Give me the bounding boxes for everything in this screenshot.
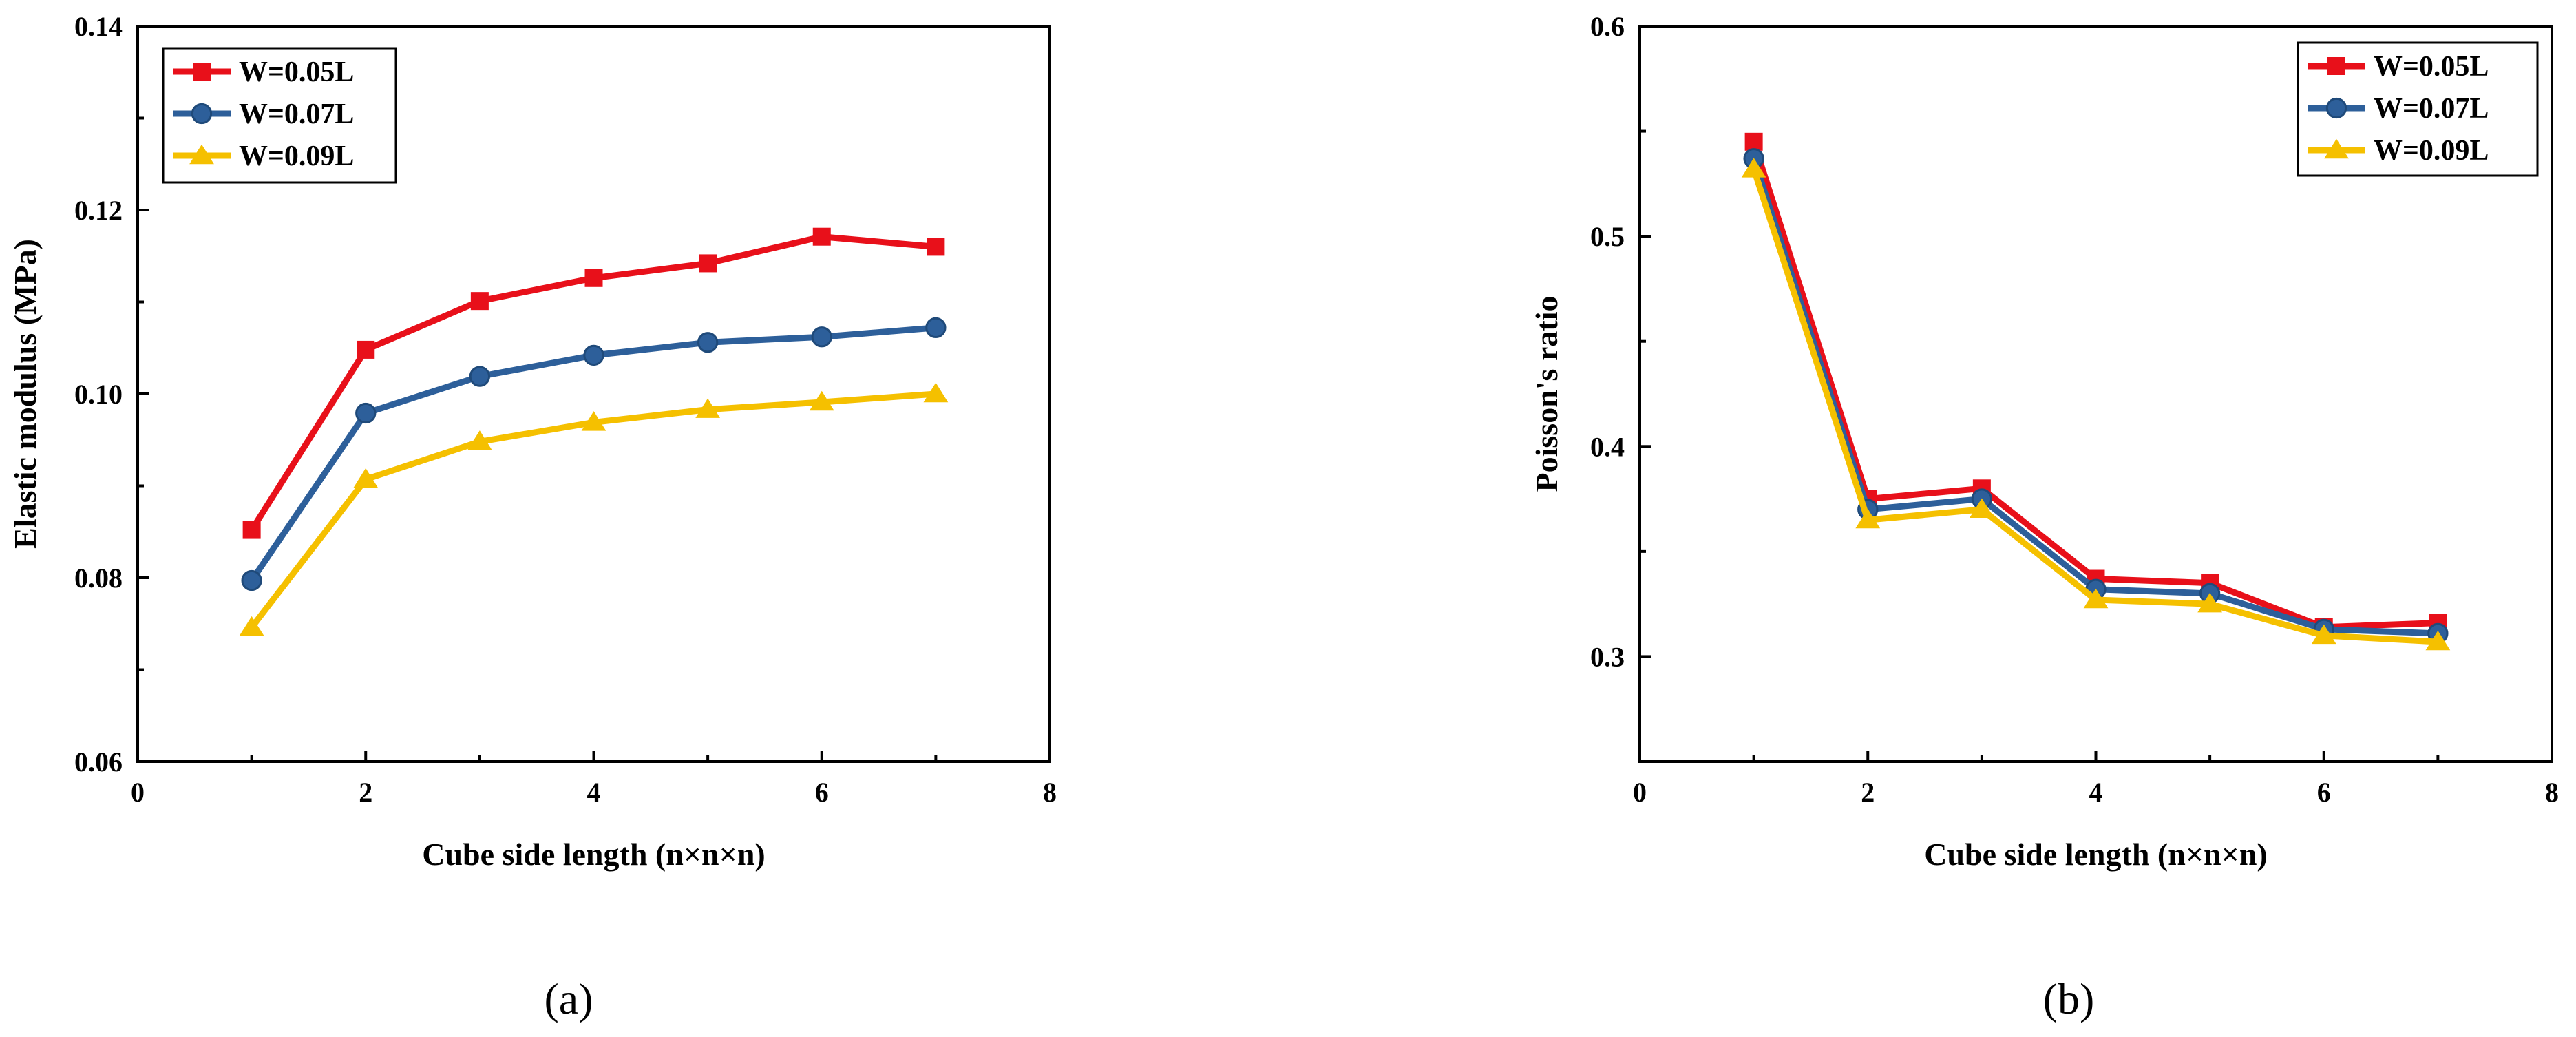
series-W=0.09L — [239, 382, 949, 636]
legend-label: W=0.07L — [2374, 93, 2489, 125]
legend-marker — [2327, 57, 2345, 75]
chart-panel-b: 0 2 4 6 8 0.3 0.4 0.5 0.6 Cube side length (n×n×n… — [1529, 11, 2559, 1023]
y-tick-label: 0.4 — [1590, 431, 1625, 462]
data-point — [695, 398, 720, 418]
data-point — [2197, 592, 2222, 613]
series-W=0.05L — [242, 227, 945, 539]
legend-marker — [2324, 138, 2349, 159]
y-tick-label: 0.08 — [74, 563, 123, 594]
x-axis-title: Cube side length (n×n×n) — [1924, 837, 2267, 872]
data-point — [584, 269, 603, 287]
x-axis-title: Cube side length (n×n×n) — [422, 837, 765, 872]
x-tick-label: 6 — [815, 777, 829, 808]
y-tick-label: 0.14 — [74, 11, 123, 42]
legend-label: W=0.07L — [239, 98, 354, 130]
data-point — [581, 411, 606, 431]
x-tick-label: 2 — [1861, 777, 1875, 808]
x-tick-label: 4 — [2089, 777, 2103, 808]
legend-marker — [189, 144, 214, 165]
x-tick-label: 0 — [1633, 777, 1647, 808]
data-point — [697, 332, 719, 353]
series-W=0.07L — [1743, 148, 2449, 645]
y-tick-label: 0.10 — [74, 379, 123, 410]
data-point — [1970, 498, 1994, 518]
data-point — [699, 254, 717, 273]
data-point — [239, 616, 264, 636]
legend-label: W=0.09L — [239, 140, 354, 172]
legend-marker — [191, 103, 213, 125]
x-tick-label: 0 — [131, 777, 145, 808]
x-tick-label: 4 — [587, 777, 601, 808]
x-tick-label: 8 — [2545, 777, 2559, 808]
series-W=0.07L — [241, 317, 947, 591]
legend: W=0.05L W=0.07L W=0.09L — [162, 47, 397, 184]
data-point — [583, 344, 604, 366]
y-axis-title: Elastic modulus (MPa) — [8, 239, 43, 549]
legend-marker — [193, 63, 211, 81]
data-point — [469, 366, 491, 387]
panel-caption: (a) — [544, 974, 593, 1023]
y-tick-label: 0.12 — [74, 195, 123, 226]
legend-marker — [2325, 97, 2347, 119]
panel-caption: (b) — [2043, 974, 2095, 1023]
data-point — [242, 521, 261, 539]
x-tick-label: 2 — [359, 777, 372, 808]
data-point — [2425, 630, 2451, 651]
data-point — [355, 402, 377, 424]
data-point — [927, 238, 945, 256]
y-tick-label: 0.06 — [74, 746, 123, 777]
data-point — [467, 430, 492, 450]
y-tick-label: 0.6 — [1590, 11, 1625, 42]
data-point — [1741, 158, 1766, 178]
data-point — [357, 340, 375, 359]
data-point — [1744, 132, 1763, 151]
data-point — [923, 382, 949, 403]
data-point — [1855, 508, 1881, 529]
legend-label: W=0.09L — [2374, 135, 2489, 167]
series-W=0.09L — [1741, 158, 2451, 651]
data-point — [809, 390, 834, 411]
data-point — [812, 227, 831, 246]
legend: W=0.05L W=0.07L W=0.09L — [2297, 41, 2539, 177]
data-point — [470, 292, 489, 311]
data-point — [353, 468, 379, 488]
legend-label: W=0.05L — [239, 56, 354, 88]
data-point — [2083, 588, 2109, 609]
data-point — [925, 317, 947, 339]
chart-panel-a: 0 2 4 6 8 0.06 0.08 0.10 0.12 0.14 Cube side lengt… — [8, 11, 1057, 1023]
series-line — [1751, 140, 2438, 631]
y-axis-title: Poisson's ratio — [1529, 296, 1564, 492]
data-point — [2311, 624, 2336, 645]
x-tick-label: 6 — [2317, 777, 2331, 808]
data-point — [241, 569, 262, 591]
data-point — [811, 326, 832, 348]
y-tick-label: 0.3 — [1590, 641, 1625, 672]
legend-label: W=0.05L — [2374, 51, 2489, 83]
y-tick-label: 0.5 — [1590, 221, 1625, 252]
series-line — [1751, 157, 2438, 637]
x-tick-label: 8 — [1043, 777, 1057, 808]
series-W=0.05L — [1744, 132, 2447, 636]
